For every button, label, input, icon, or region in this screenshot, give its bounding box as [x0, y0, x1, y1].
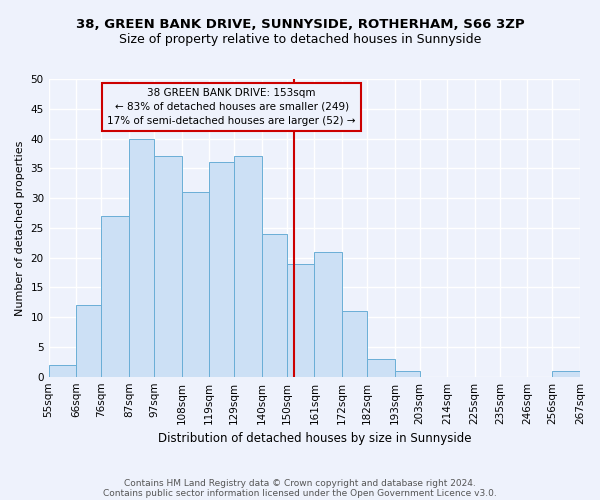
- Bar: [101, 216, 129, 376]
- Bar: [314, 252, 342, 376]
- Bar: [76, 305, 101, 376]
- Bar: [553, 370, 580, 376]
- Bar: [182, 192, 209, 376]
- Text: Contains public sector information licensed under the Open Government Licence v3: Contains public sector information licen…: [103, 488, 497, 498]
- Bar: [367, 359, 395, 376]
- Text: Contains HM Land Registry data © Crown copyright and database right 2024.: Contains HM Land Registry data © Crown c…: [124, 478, 476, 488]
- Bar: [262, 234, 287, 376]
- Y-axis label: Number of detached properties: Number of detached properties: [15, 140, 25, 316]
- Text: 38, GREEN BANK DRIVE, SUNNYSIDE, ROTHERHAM, S66 3ZP: 38, GREEN BANK DRIVE, SUNNYSIDE, ROTHERH…: [76, 18, 524, 30]
- Bar: [234, 156, 262, 376]
- Text: 38 GREEN BANK DRIVE: 153sqm
← 83% of detached houses are smaller (249)
17% of se: 38 GREEN BANK DRIVE: 153sqm ← 83% of det…: [107, 88, 356, 126]
- X-axis label: Distribution of detached houses by size in Sunnyside: Distribution of detached houses by size …: [158, 432, 471, 445]
- Text: Size of property relative to detached houses in Sunnyside: Size of property relative to detached ho…: [119, 32, 481, 46]
- Bar: [287, 264, 314, 376]
- Bar: [395, 370, 419, 376]
- Bar: [129, 138, 154, 376]
- Bar: [209, 162, 234, 376]
- Bar: [342, 311, 367, 376]
- Bar: [154, 156, 182, 376]
- Bar: [49, 365, 76, 376]
